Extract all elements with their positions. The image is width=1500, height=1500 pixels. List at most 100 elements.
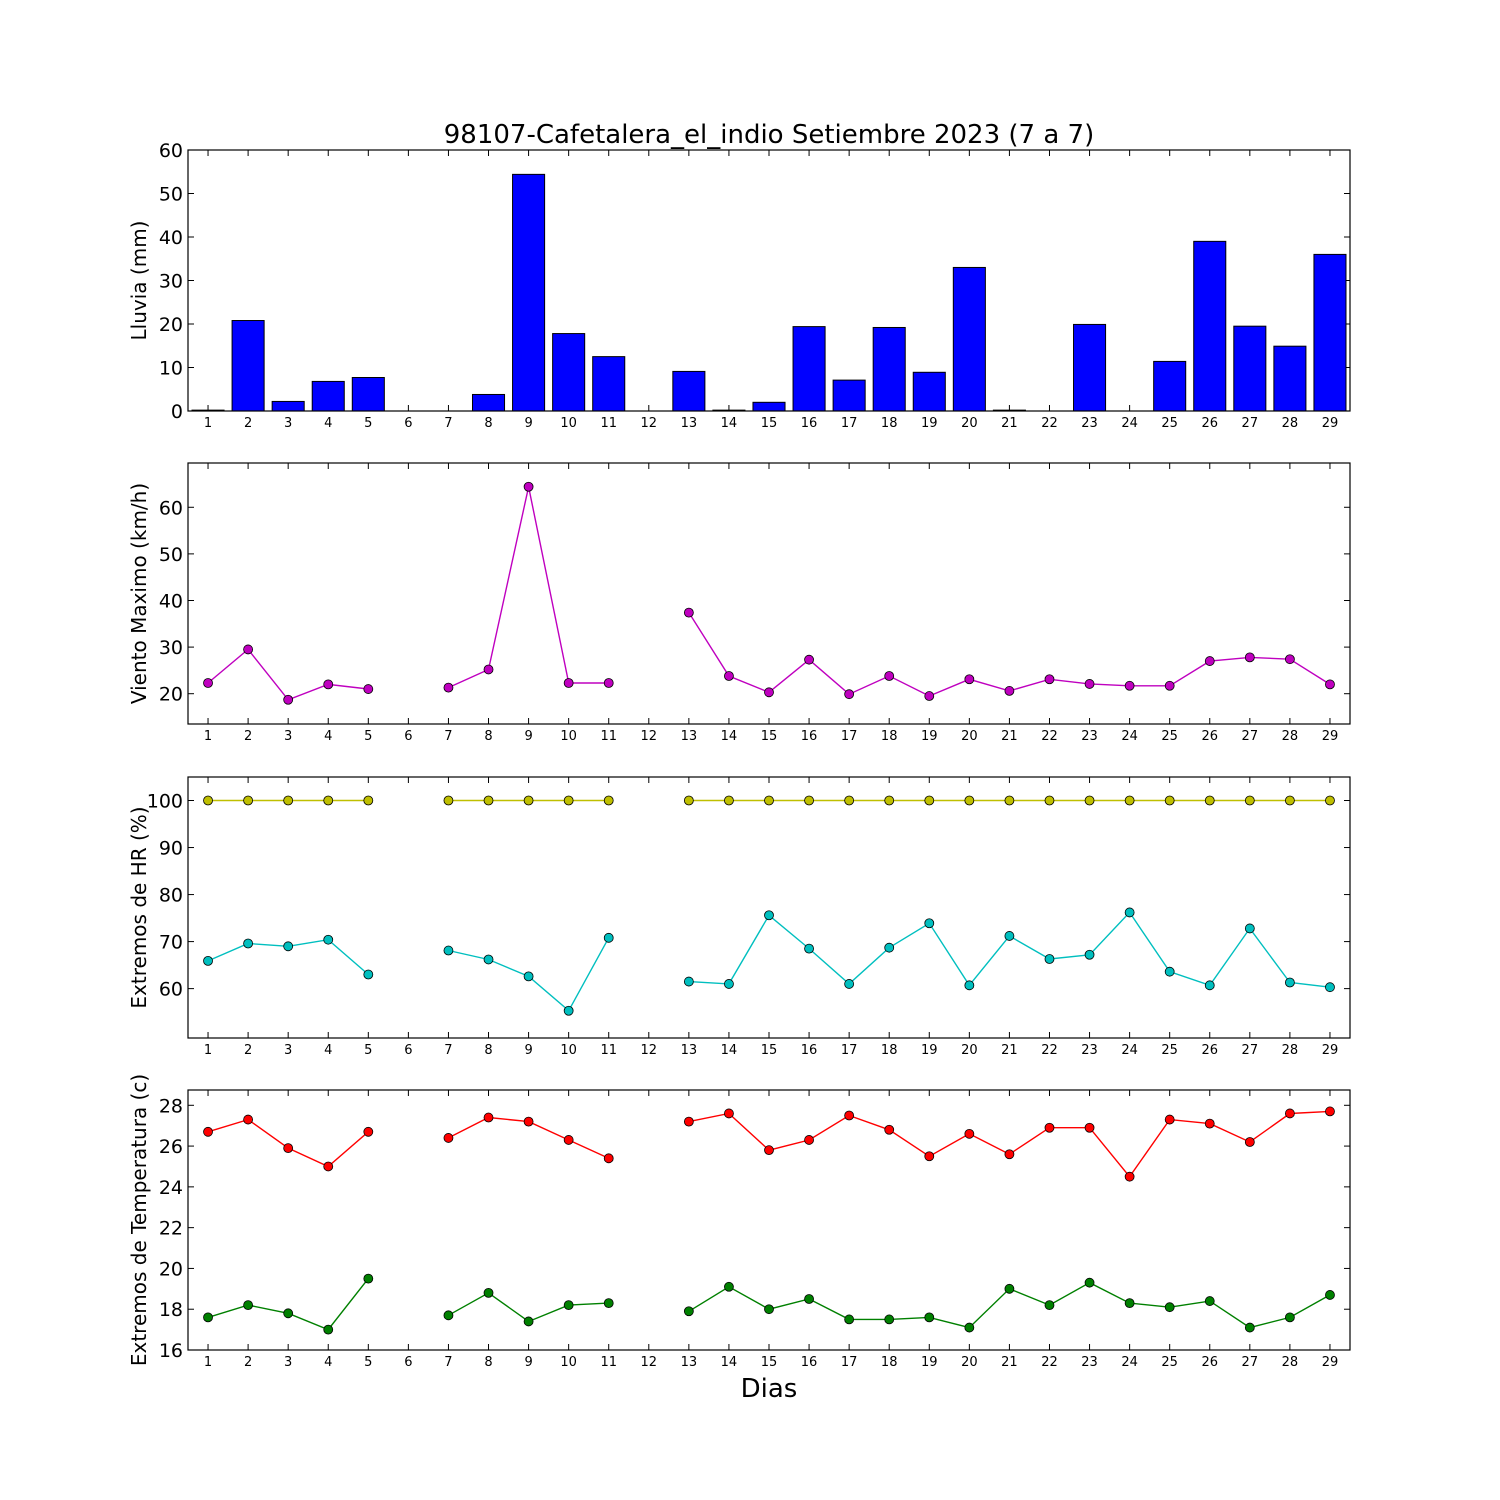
x-tick-label: 28 — [1282, 729, 1299, 744]
x-tick-label: 5 — [364, 1043, 372, 1058]
x-tick-label: 17 — [841, 416, 858, 431]
y-tick-label: 30 — [159, 637, 183, 659]
y-tick-label: 20 — [159, 684, 183, 706]
x-tick-label: 13 — [681, 1355, 698, 1370]
data-point — [243, 795, 254, 806]
x-tick-label: 4 — [324, 416, 332, 431]
bar — [471, 393, 506, 412]
x-tick-label: 3 — [284, 1043, 292, 1058]
bar — [311, 380, 345, 412]
data-point — [283, 1308, 294, 1319]
data-point — [603, 795, 614, 806]
data-point — [1044, 1300, 1055, 1311]
data-point — [443, 682, 454, 693]
x-tick-label: 24 — [1121, 1043, 1138, 1058]
data-point — [964, 795, 975, 806]
data-point — [443, 1310, 454, 1321]
data-point — [203, 955, 213, 966]
x-tick-label: 6 — [404, 1043, 412, 1058]
data-point — [203, 795, 213, 806]
x-tick-label: 23 — [1081, 416, 1098, 431]
x-tick-label: 16 — [801, 729, 818, 744]
data-point — [924, 691, 935, 701]
data-point — [683, 1306, 694, 1317]
data-point — [1204, 1296, 1215, 1306]
x-axis-label: Dias — [741, 1374, 798, 1404]
x-tick-label: 28 — [1282, 416, 1299, 431]
x-tick-label: 9 — [524, 416, 532, 431]
data-point — [683, 607, 694, 618]
data-point — [1204, 980, 1215, 991]
x-tick-label: 16 — [801, 1043, 818, 1058]
x-tick-label: 29 — [1322, 729, 1339, 744]
x-tick-label: 17 — [841, 729, 858, 744]
x-tick-label: 7 — [444, 1355, 452, 1370]
data-point — [804, 654, 814, 665]
data-point — [1124, 907, 1135, 918]
x-tick-label: 29 — [1322, 1043, 1339, 1058]
data-point — [563, 1135, 574, 1145]
x-tick-label: 5 — [364, 416, 372, 431]
data-point — [483, 1288, 494, 1298]
x-tick-label: 22 — [1041, 1043, 1058, 1058]
x-tick-label: 18 — [881, 1355, 898, 1370]
data-point — [1004, 931, 1015, 941]
bar — [872, 326, 906, 412]
x-tick-label: 21 — [1001, 729, 1018, 744]
data-point — [323, 1324, 334, 1335]
data-point — [563, 795, 574, 806]
data-point — [1325, 1290, 1335, 1300]
bar — [231, 320, 265, 412]
x-tick-label: 8 — [484, 416, 492, 431]
y-tick-label: 30 — [159, 271, 183, 293]
x-tick-label: 19 — [921, 1355, 938, 1370]
data-point — [203, 1312, 213, 1323]
data-point — [1124, 1298, 1135, 1308]
y-tick-label: 60 — [159, 140, 183, 162]
y-tick-label: 18 — [159, 1299, 183, 1321]
data-point — [724, 795, 734, 806]
x-tick-label: 13 — [681, 416, 698, 431]
data-point — [1325, 795, 1335, 806]
y-tick-label: 50 — [159, 184, 183, 206]
data-point — [1164, 795, 1175, 806]
bar — [1193, 240, 1227, 412]
data-point — [924, 1151, 935, 1162]
data-point — [1044, 1122, 1055, 1133]
x-tick-label: 6 — [404, 416, 412, 431]
x-tick-label: 27 — [1242, 1355, 1259, 1370]
data-point — [1084, 1122, 1095, 1133]
y-axis-label: Extremos de Temperatura (c) — [127, 1074, 151, 1366]
data-point — [1124, 1171, 1135, 1182]
data-point — [924, 795, 935, 806]
data-point — [1284, 1108, 1295, 1119]
x-tick-label: 26 — [1201, 416, 1218, 431]
y-axis-label: Lluvia (mm) — [127, 221, 151, 341]
data-point — [443, 945, 454, 956]
data-point — [764, 687, 774, 698]
bar — [832, 379, 866, 412]
y-tick-label: 80 — [159, 885, 183, 907]
data-point — [804, 1294, 814, 1304]
x-tick-label: 1 — [204, 416, 212, 431]
data-point — [483, 664, 494, 675]
bar — [752, 401, 786, 412]
data-point — [844, 1110, 855, 1121]
bar — [1073, 323, 1107, 412]
y-tick-label: 28 — [159, 1095, 183, 1117]
data-point — [1044, 674, 1055, 685]
x-tick-label: 22 — [1041, 729, 1058, 744]
data-point — [764, 910, 774, 921]
x-tick-label: 15 — [761, 416, 778, 431]
x-tick-label: 15 — [761, 1355, 778, 1370]
data-point — [683, 976, 694, 987]
x-tick-label: 26 — [1201, 1043, 1218, 1058]
x-tick-label: 4 — [324, 1355, 332, 1370]
x-tick-label: 10 — [560, 729, 577, 744]
data-point — [363, 684, 374, 694]
x-tick-label: 14 — [721, 1355, 738, 1370]
